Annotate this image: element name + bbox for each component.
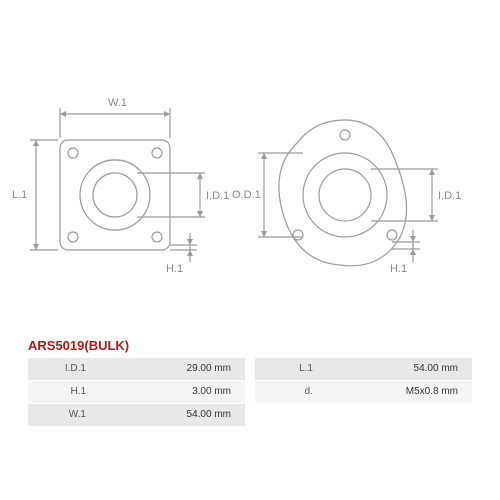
spec-row: I.D.1 29.00 mm bbox=[28, 358, 245, 380]
spec-value: M5x0.8 mm bbox=[325, 381, 472, 403]
spec-label: d. bbox=[255, 381, 325, 403]
spec-value: 54.00 mm bbox=[98, 404, 245, 426]
spec-row: L.1 54.00 mm bbox=[255, 358, 472, 380]
dim-label-h1-right: H.1 bbox=[390, 263, 407, 275]
spec-value: 3.00 mm bbox=[98, 381, 245, 403]
spec-row: W.1 54.00 mm bbox=[28, 404, 245, 426]
spec-label: I.D.1 bbox=[28, 358, 98, 380]
spec-table: I.D.1 29.00 mm H.1 3.00 mm W.1 54.00 mm … bbox=[28, 358, 472, 427]
dim-label-l1: L.1 bbox=[12, 189, 27, 201]
dim-label-w1: W.1 bbox=[108, 97, 127, 109]
spec-value: 54.00 mm bbox=[325, 358, 472, 380]
technical-diagram: W.1 L.1 I.D.1 H.1 O.D.1 I.D.1 H.1 bbox=[0, 50, 500, 330]
spec-label: W.1 bbox=[28, 404, 98, 426]
spec-col-left: I.D.1 29.00 mm H.1 3.00 mm W.1 54.00 mm bbox=[28, 358, 245, 427]
dim-label-id1-left: I.D.1 bbox=[206, 190, 229, 202]
spec-row: d. M5x0.8 mm bbox=[255, 381, 472, 403]
spec-col-right: L.1 54.00 mm d. M5x0.8 mm bbox=[255, 358, 472, 427]
spec-row: H.1 3.00 mm bbox=[28, 381, 245, 403]
spec-label: H.1 bbox=[28, 381, 98, 403]
part-code-text: ARS5019(BULK) bbox=[28, 338, 129, 353]
spec-label: L.1 bbox=[255, 358, 325, 380]
spec-value: 29.00 mm bbox=[98, 358, 245, 380]
dim-label-id1-right: I.D.1 bbox=[438, 190, 461, 202]
dim-label-od1: O.D.1 bbox=[232, 189, 261, 201]
part-code: ARS5019(BULK) bbox=[28, 338, 129, 353]
dim-label-h1-left: H.1 bbox=[166, 263, 183, 275]
